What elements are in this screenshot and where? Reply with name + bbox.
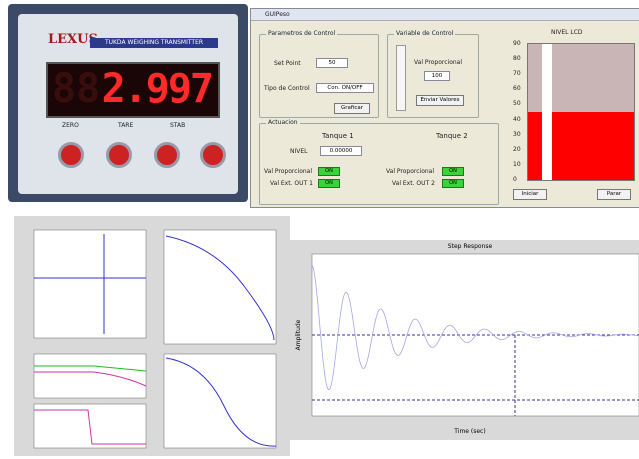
level-tick-label: 60 [513,85,521,92]
small-plots [14,216,290,456]
group-title: Actuacion [266,119,300,126]
button[interactable] [58,142,84,168]
slider[interactable] [396,45,406,111]
step-plot: Step Response Time (sec) Amplitude [290,240,639,440]
level-tick-label: 80 [513,55,521,62]
set-point-input[interactable]: 50 [316,58,348,68]
control-type-select[interactable]: Con. ON/OFF [316,83,374,93]
level-tick-label: 10 [513,161,521,168]
label: NIVEL [290,148,308,155]
device-panel: LEXUS TUKDA WEIGHING TRANSMITTER 88 2.99… [18,14,238,194]
status-on: ON [442,179,464,188]
display-ghost: 88 [52,66,100,112]
window-title: GUIPeso [265,11,290,18]
indicator: TARE [118,122,133,129]
tank-title: Tanque 2 [436,132,468,140]
level-tick-label: 30 [513,131,521,138]
level-tick-label: 50 [513,100,521,107]
axes [34,230,146,338]
label: Val Proporcional [414,59,462,66]
tank-title: Tanque 1 [322,132,354,140]
page: { "device": { "brand": "LEXUS", "model":… [0,0,639,459]
level-tick-label: 40 [513,116,521,123]
display-reading: 2.997 [102,66,212,112]
model: TUKDA WEIGHING TRANSMITTER [90,38,218,48]
label: Val Ext. OUT 2 [392,180,435,187]
indicator: STAB [170,122,185,129]
label: Val Proporcional [386,168,434,175]
graph-button[interactable]: Graficar [334,103,370,114]
level-tick-label: 20 [513,146,521,153]
control-variable: Variable de Control Val Proporcional 100… [387,34,479,118]
start-button[interactable]: Iniciar [513,189,547,200]
status-on: ON [318,179,340,188]
level-chart [527,43,635,181]
level-title: NIVEL LCD [551,29,583,36]
group-title: Parametros de Control [266,30,337,37]
button[interactable] [106,142,132,168]
level-tick-label: 90 [513,40,521,47]
label: Set Point [274,60,301,67]
value-field: 100 [424,71,450,81]
x-axis-label: Time (sec) [453,428,485,435]
button[interactable] [200,142,226,168]
plot-title: Step Response [448,243,493,250]
level-tick-label: 0 [513,176,517,183]
label: Val Ext. OUT 1 [270,180,313,187]
status-on: ON [442,167,464,176]
status-on: ON [318,167,340,176]
title-bar: GUIPeso [251,9,639,21]
stop-button[interactable]: Parar [597,189,631,200]
device-photo: LEXUS TUKDA WEIGHING TRANSMITTER 88 2.99… [8,4,248,202]
control-params: Parametros de Control Set Point 50 Tipo … [259,34,379,118]
level-field: 0.00000 [320,146,362,156]
label: Val Proporcional [264,168,312,175]
y-axis-label: Amplitude [295,319,302,350]
axes [34,354,146,398]
send-button[interactable]: Enviar Valores [416,95,464,106]
button[interactable] [154,142,180,168]
label: Tipo de Control [264,85,310,92]
indicator: ZERO [62,122,79,129]
gui-window: GUIPeso Parametros de Control Set Point … [250,8,639,208]
axes [164,354,276,448]
level-tick-label: 70 [513,70,521,77]
axes [164,230,276,344]
actuator: Actuacion Tanque 1 Tanque 2 NIVEL 0.0000… [259,123,499,205]
group-title: Variable de Control [394,30,455,37]
level-separator [542,44,552,180]
display: 88 2.997 [46,62,220,118]
